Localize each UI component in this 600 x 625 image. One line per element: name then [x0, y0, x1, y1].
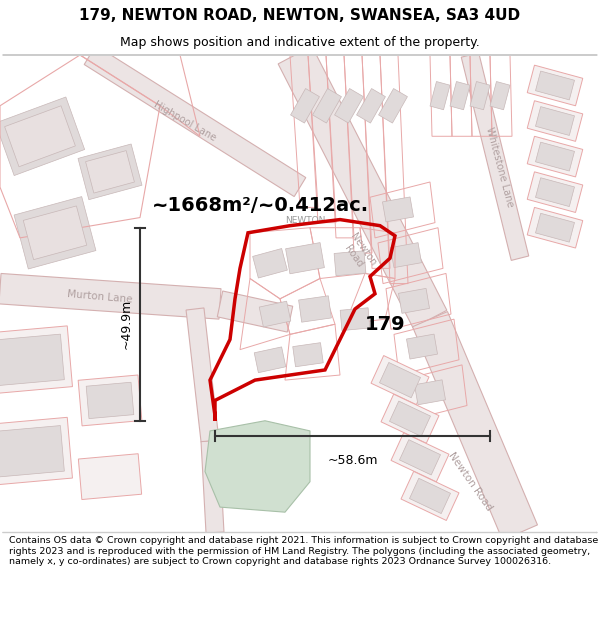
Polygon shape — [5, 106, 76, 167]
Polygon shape — [186, 308, 219, 442]
Polygon shape — [536, 177, 574, 207]
Polygon shape — [409, 478, 451, 514]
Polygon shape — [0, 274, 221, 319]
Text: ~58.6m: ~58.6m — [327, 454, 378, 468]
Text: Murton Lane: Murton Lane — [67, 289, 133, 304]
Text: Whitestone Lane: Whitestone Lane — [484, 126, 515, 208]
Polygon shape — [0, 334, 64, 386]
Polygon shape — [400, 439, 440, 475]
Text: ~1668m²/~0.412ac.: ~1668m²/~0.412ac. — [152, 196, 369, 215]
Polygon shape — [278, 46, 447, 328]
Polygon shape — [398, 288, 430, 313]
Polygon shape — [253, 249, 287, 278]
Polygon shape — [205, 421, 310, 512]
Polygon shape — [290, 89, 319, 123]
Text: Contains OS data © Crown copyright and database right 2021. This information is : Contains OS data © Crown copyright and d… — [9, 536, 598, 566]
Polygon shape — [0, 326, 73, 394]
Polygon shape — [379, 362, 421, 398]
Polygon shape — [356, 89, 385, 123]
Polygon shape — [536, 71, 574, 100]
Polygon shape — [334, 251, 366, 276]
Polygon shape — [254, 347, 286, 372]
Text: Newton Road: Newton Road — [446, 451, 494, 513]
Polygon shape — [0, 426, 64, 477]
Polygon shape — [79, 454, 142, 499]
Polygon shape — [0, 418, 73, 485]
Text: NEWTON: NEWTON — [285, 216, 325, 225]
Polygon shape — [527, 136, 583, 177]
Polygon shape — [382, 197, 413, 222]
Polygon shape — [78, 375, 142, 426]
Polygon shape — [470, 81, 490, 110]
Polygon shape — [413, 311, 538, 540]
Text: Highpool Lane: Highpool Lane — [152, 99, 218, 143]
Polygon shape — [259, 301, 291, 327]
Polygon shape — [391, 242, 422, 268]
Polygon shape — [536, 213, 574, 242]
Polygon shape — [78, 144, 142, 199]
Polygon shape — [527, 172, 583, 212]
Polygon shape — [86, 151, 134, 193]
Polygon shape — [299, 296, 331, 322]
Polygon shape — [201, 441, 224, 533]
Text: 179: 179 — [365, 315, 406, 334]
Polygon shape — [86, 382, 134, 419]
Polygon shape — [293, 342, 323, 367]
Polygon shape — [14, 197, 96, 269]
Polygon shape — [379, 89, 407, 123]
Polygon shape — [536, 107, 574, 136]
Polygon shape — [313, 89, 341, 123]
Polygon shape — [340, 308, 370, 331]
Polygon shape — [406, 334, 437, 359]
Polygon shape — [536, 142, 574, 171]
Polygon shape — [286, 242, 325, 274]
Polygon shape — [527, 208, 583, 248]
Polygon shape — [23, 206, 87, 259]
Polygon shape — [371, 356, 429, 404]
Polygon shape — [391, 432, 449, 482]
Polygon shape — [430, 81, 450, 110]
Polygon shape — [461, 52, 529, 261]
Text: 179, NEWTON ROAD, NEWTON, SWANSEA, SA3 4UD: 179, NEWTON ROAD, NEWTON, SWANSEA, SA3 4… — [79, 8, 521, 23]
Polygon shape — [415, 380, 446, 405]
Polygon shape — [381, 394, 439, 443]
Polygon shape — [450, 81, 470, 110]
Polygon shape — [490, 81, 510, 110]
Polygon shape — [84, 46, 306, 197]
Text: Map shows position and indicative extent of the property.: Map shows position and indicative extent… — [120, 36, 480, 49]
Polygon shape — [217, 291, 293, 332]
Polygon shape — [389, 401, 431, 436]
Polygon shape — [527, 65, 583, 106]
Polygon shape — [335, 89, 364, 123]
Polygon shape — [527, 101, 583, 141]
Text: Newton
Road: Newton Road — [338, 232, 377, 274]
Polygon shape — [401, 471, 459, 521]
Text: ~49.9m: ~49.9m — [119, 299, 133, 349]
Polygon shape — [0, 97, 85, 176]
